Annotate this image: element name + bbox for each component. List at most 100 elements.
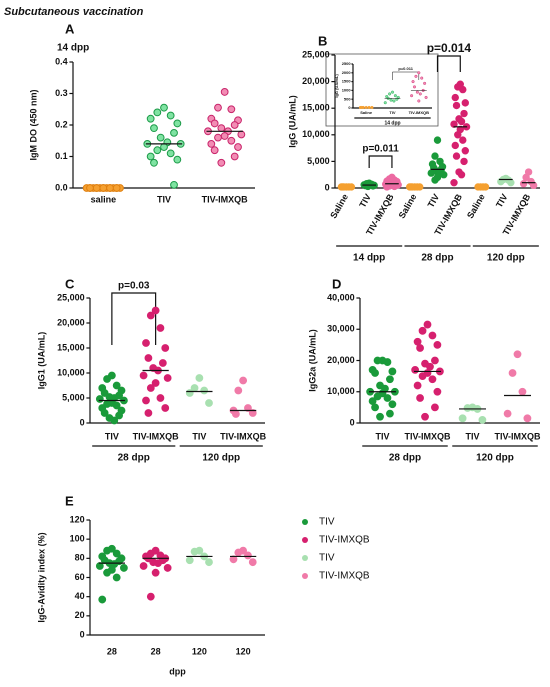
- data-point: [416, 394, 424, 402]
- data-point: [158, 359, 167, 367]
- data-point: [153, 146, 162, 155]
- data-point: [142, 339, 150, 347]
- data-point: [364, 105, 368, 109]
- data-point: [190, 547, 199, 556]
- x-tick-label: TIV-IMXQB: [202, 194, 249, 204]
- data-point: [371, 369, 379, 377]
- y-tick-label: 0.0: [55, 182, 68, 192]
- legend-label: TIV: [319, 517, 335, 528]
- x-axis-label: dpp: [169, 666, 186, 676]
- y-tick-label: 120: [70, 514, 85, 524]
- data-point: [151, 306, 160, 315]
- y-tick-label: 30,000: [327, 324, 355, 334]
- y-axis-label: IgG1 (UA/mL): [36, 332, 46, 390]
- data-point: [95, 395, 104, 403]
- data-point: [451, 93, 459, 102]
- x-tick-label: TIV-IMXQB: [133, 431, 180, 441]
- y-tick-label: 0: [348, 105, 351, 110]
- panel-label: D: [332, 276, 341, 291]
- data-point: [481, 183, 490, 191]
- data-point: [161, 404, 170, 412]
- data-point: [388, 400, 397, 409]
- data-point: [451, 141, 459, 150]
- x-tick-label: Saline: [328, 192, 350, 220]
- data-point: [393, 94, 397, 98]
- group-label: 14 dpp: [353, 252, 385, 263]
- data-point: [139, 371, 148, 380]
- data-point: [371, 403, 379, 412]
- data-point: [388, 92, 392, 96]
- y-axis-label: IgM DO (450 nm): [28, 89, 38, 160]
- data-point: [173, 119, 182, 128]
- data-point: [373, 392, 382, 401]
- data-point: [166, 111, 175, 120]
- data-point: [139, 562, 148, 570]
- x-tick-label: TIV: [157, 194, 171, 204]
- data-point: [220, 88, 229, 96]
- data-point: [110, 416, 119, 425]
- x-tick-label: TIV: [192, 431, 206, 441]
- data-point: [461, 99, 469, 107]
- p-value: p=0.011: [362, 143, 399, 154]
- data-point: [160, 143, 168, 151]
- data-point: [463, 404, 472, 412]
- y-tick-label: 25,000: [57, 292, 85, 302]
- data-point: [103, 568, 111, 577]
- x-tick-label: 28: [107, 646, 117, 656]
- data-point: [185, 556, 194, 565]
- data-point: [460, 157, 468, 166]
- data-point: [508, 369, 517, 377]
- legend-swatch: [302, 519, 308, 525]
- data-point: [433, 340, 442, 349]
- y-tick-label: 0.3: [55, 88, 68, 98]
- data-point: [210, 119, 219, 128]
- data-point: [205, 558, 213, 567]
- data-point: [156, 133, 165, 142]
- data-point: [220, 132, 229, 140]
- data-point: [106, 184, 114, 192]
- significance-bracket: [368, 155, 393, 168]
- data-point: [522, 173, 530, 182]
- data-point: [214, 133, 222, 142]
- data-point: [478, 415, 487, 424]
- data-point: [457, 117, 466, 126]
- data-point: [230, 152, 239, 161]
- legend-label: TIV-IMXQB: [319, 571, 370, 582]
- y-tick-label: 1500: [342, 79, 352, 84]
- data-point: [146, 384, 155, 392]
- panel-label: B: [318, 33, 327, 48]
- data-point: [166, 149, 175, 158]
- data-point: [347, 183, 356, 191]
- data-point: [391, 90, 395, 94]
- data-point: [503, 409, 512, 418]
- data-point: [163, 564, 172, 572]
- y-tick-label: 40,000: [327, 292, 355, 302]
- data-point: [161, 344, 170, 352]
- x-tick-label: TIV-IMXQB: [220, 431, 267, 441]
- y-tick-label: 20,000: [302, 76, 330, 86]
- data-point: [386, 409, 394, 418]
- data-point: [163, 374, 172, 382]
- data-point: [383, 358, 392, 366]
- y-tick-label: 10,000: [327, 386, 355, 396]
- data-point: [195, 374, 204, 382]
- data-point: [239, 376, 248, 385]
- y-tick-label: 80: [75, 553, 85, 563]
- data-point: [210, 146, 219, 155]
- group-label: 28 dpp: [118, 452, 150, 463]
- data-point: [234, 386, 243, 395]
- data-point: [146, 152, 155, 161]
- y-tick-label: 2000: [342, 70, 352, 75]
- data-point: [144, 354, 153, 362]
- data-point: [427, 169, 435, 177]
- data-point: [112, 549, 121, 558]
- data-point: [360, 105, 364, 109]
- x-tick-label: TIV-IMXQB: [409, 110, 430, 115]
- y-tick-label: 0.4: [55, 56, 68, 66]
- data-point: [115, 411, 123, 420]
- y-tick-label: 0: [325, 182, 330, 192]
- data-point: [523, 414, 532, 423]
- data-point: [142, 396, 150, 405]
- data-point: [431, 403, 439, 412]
- data-point: [153, 108, 162, 117]
